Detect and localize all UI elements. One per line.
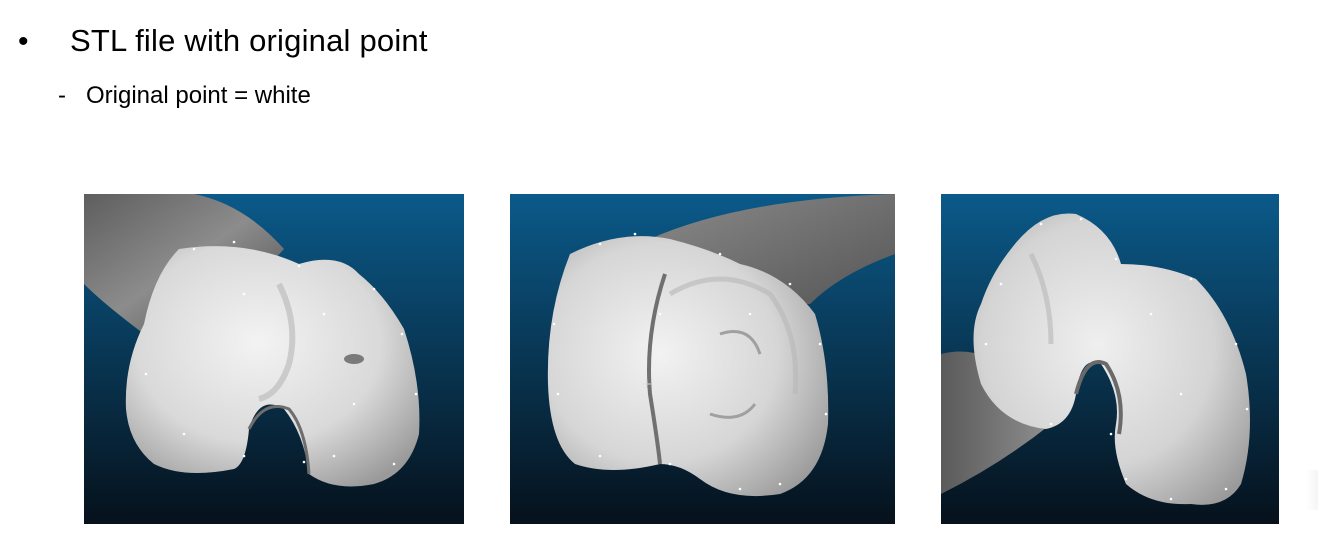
stl-view-1 [84,194,464,524]
femur-front-view-icon [84,194,464,524]
bullet-symbol: • [18,25,29,58]
femur-side-view-icon [941,194,1279,524]
sub-bullet-dash: - [58,82,66,109]
slide-heading: STL file with original point [70,23,428,58]
stl-view-2 [510,194,895,524]
stl-view-3 [941,194,1279,524]
femur-oblique-view-icon [510,194,895,524]
slide-edge-shadow [1306,470,1318,510]
sub-bullet-text: Original point = white [86,82,311,109]
